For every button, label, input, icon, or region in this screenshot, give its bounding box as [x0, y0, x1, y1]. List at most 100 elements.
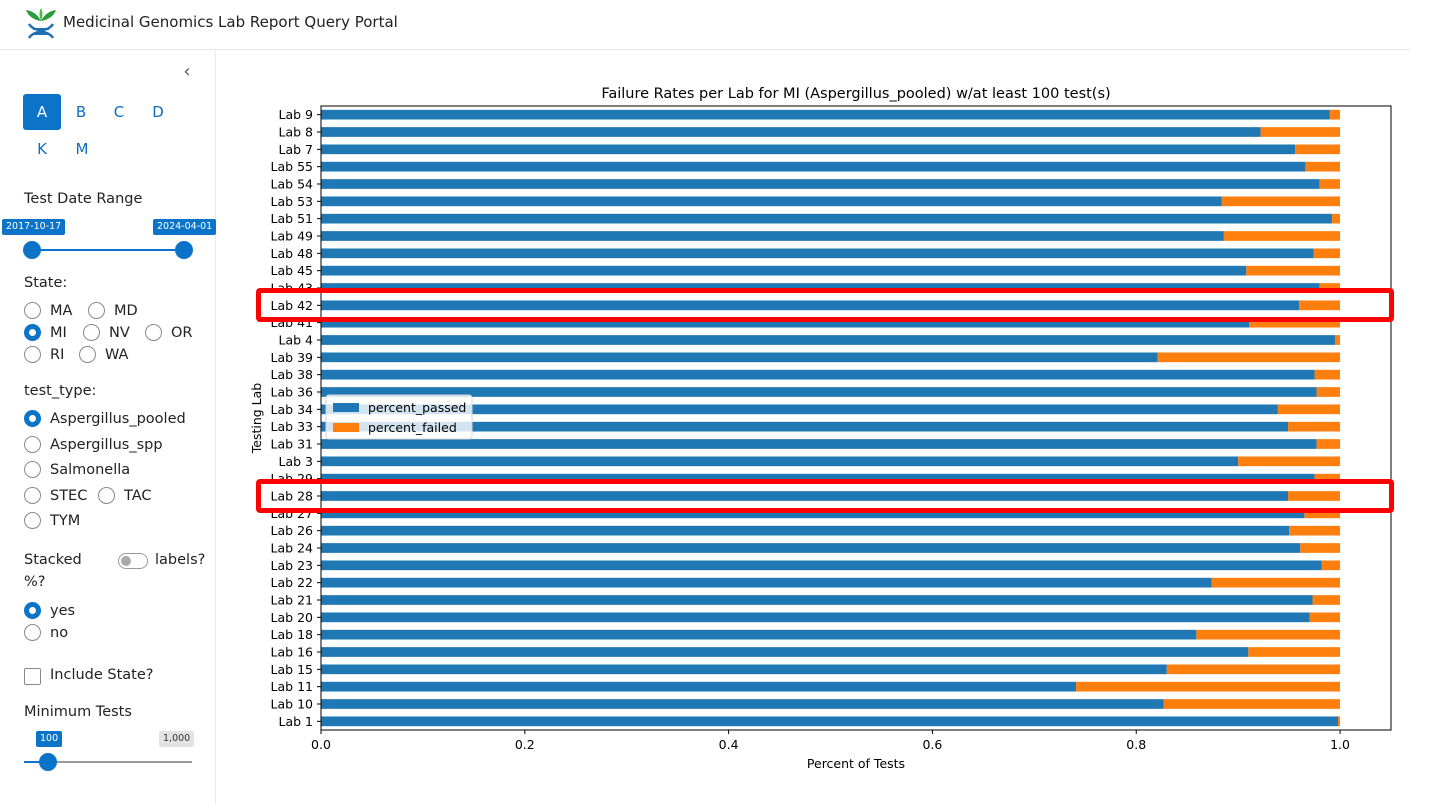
legend-label: percent_failed — [368, 420, 457, 435]
bar-failed — [1157, 352, 1341, 363]
bar-passed — [321, 283, 1320, 293]
state-radio-ma[interactable]: MA — [24, 302, 72, 319]
y-tick-label: Lab 4 — [279, 333, 314, 348]
bar-failed — [1223, 231, 1341, 241]
minimum-tests-handle[interactable] — [39, 753, 57, 771]
bar-failed — [1238, 456, 1341, 467]
labels-toggle[interactable] — [118, 553, 148, 569]
x-tick-label: 0.6 — [922, 737, 942, 752]
legend-label: percent_passed — [368, 400, 466, 415]
tab-m[interactable]: M — [75, 140, 89, 158]
bar-passed — [321, 265, 1247, 276]
bar-passed — [321, 560, 1322, 571]
y-tick-label: Lab 26 — [271, 523, 313, 538]
y-tick-label: Lab 8 — [279, 125, 314, 140]
bar-passed — [321, 473, 1315, 484]
bar-passed — [321, 369, 1315, 380]
date-range-track[interactable] — [32, 249, 184, 251]
bar-passed — [321, 387, 1317, 397]
y-tick-label: Lab 1 — [279, 714, 314, 729]
y-tick-label: Lab 34 — [271, 402, 313, 417]
tab-c[interactable]: C — [113, 103, 125, 121]
app-header: Medicinal Genomics Lab Report Query Port… — [0, 0, 1410, 50]
radio-checked-icon — [24, 410, 41, 427]
radio-circle-icon — [24, 302, 41, 319]
radio-circle-icon — [98, 487, 115, 504]
bar-failed — [1163, 699, 1341, 709]
stacked-label-pct: %? — [24, 574, 46, 590]
y-tick-label: Lab 36 — [271, 385, 313, 400]
highlight-box — [256, 288, 1394, 323]
radio-circle-icon — [88, 302, 105, 319]
state-radio-ri[interactable]: RI — [24, 346, 64, 363]
dna-leaf-logo-icon — [26, 8, 56, 39]
bar-passed — [321, 595, 1313, 605]
bar-failed — [1316, 387, 1341, 397]
bar-failed — [1211, 577, 1341, 588]
minimum-tests-track[interactable] — [24, 761, 192, 763]
y-tick-label: Lab 16 — [271, 645, 313, 660]
test-type-radio-stec[interactable]: STEC — [24, 487, 87, 504]
test-type-radio-tym[interactable]: TYM — [24, 512, 80, 529]
bar-failed — [1312, 595, 1341, 605]
state-radio-wa[interactable]: WA — [79, 346, 128, 363]
bar-passed — [321, 404, 1278, 415]
plot-area — [321, 106, 1391, 730]
bar-failed — [1260, 127, 1341, 137]
radio-circle-icon — [83, 324, 100, 341]
bar-failed — [1319, 179, 1341, 189]
date-range-start-value: 2017-10-17 — [2, 219, 66, 235]
y-tick-label: Lab 21 — [271, 593, 313, 608]
stacked-radio-no[interactable]: no — [24, 624, 68, 641]
legend-swatch — [333, 423, 359, 432]
bar-passed — [321, 508, 1305, 519]
bar-failed — [1316, 439, 1341, 449]
bar-passed — [321, 161, 1306, 172]
bar-failed — [1334, 335, 1341, 345]
y-tick-label: Lab 53 — [271, 194, 313, 209]
x-axis-label: Percent of Tests — [807, 756, 905, 771]
bar-passed — [321, 647, 1249, 657]
test-type-radio-tac[interactable]: TAC — [98, 487, 152, 504]
state-radio-nv[interactable]: NV — [83, 324, 130, 341]
bar-passed — [321, 699, 1164, 709]
state-radio-md[interactable]: MD — [88, 302, 138, 319]
y-tick-label: Lab 51 — [271, 211, 313, 226]
bar-passed — [321, 179, 1320, 189]
state-label: State: — [24, 275, 68, 291]
bar-failed — [1288, 491, 1341, 501]
test-type-radio-aspergillus-pooled[interactable]: Aspergillus_pooled — [24, 410, 186, 427]
bar-failed — [1321, 560, 1341, 571]
tab-a[interactable]: A — [23, 94, 61, 130]
test-type-radio-aspergillus-spp[interactable]: Aspergillus_spp — [24, 436, 163, 453]
legend-swatch — [333, 403, 359, 412]
y-tick-label: Lab 39 — [271, 350, 313, 365]
bar-passed — [321, 491, 1289, 501]
bar-passed — [321, 612, 1310, 623]
stacked-radio-yes[interactable]: yes — [24, 602, 75, 619]
state-radio-mi[interactable]: MI — [24, 324, 67, 341]
bar-passed — [321, 109, 1330, 120]
y-tick-label: Lab 10 — [271, 697, 313, 712]
date-range-start-handle[interactable] — [23, 241, 41, 259]
tab-b[interactable]: B — [75, 103, 87, 121]
y-tick-label: Lab 22 — [271, 575, 313, 590]
bar-failed — [1076, 681, 1341, 692]
y-tick-label: Lab 3 — [279, 454, 314, 469]
y-tick-label: Lab 48 — [271, 246, 313, 261]
bar-failed — [1319, 283, 1341, 293]
date-range-end-handle[interactable] — [175, 241, 193, 259]
test-type-radio-salmonella[interactable]: Salmonella — [24, 461, 130, 478]
bar-passed — [321, 664, 1167, 675]
include-state-checkbox[interactable] — [24, 668, 41, 685]
bar-failed — [1288, 421, 1341, 432]
x-tick-label: 0.4 — [719, 737, 739, 752]
bar-failed — [1295, 144, 1341, 155]
bar-failed — [1196, 629, 1341, 640]
y-tick-label: Lab 28 — [271, 489, 313, 504]
chevron-left-icon[interactable]: ‹ — [183, 61, 191, 82]
state-radio-or[interactable]: OR — [145, 324, 193, 341]
tab-k[interactable]: K — [37, 140, 47, 158]
tab-d[interactable]: D — [152, 103, 164, 121]
bar-failed — [1289, 525, 1341, 536]
